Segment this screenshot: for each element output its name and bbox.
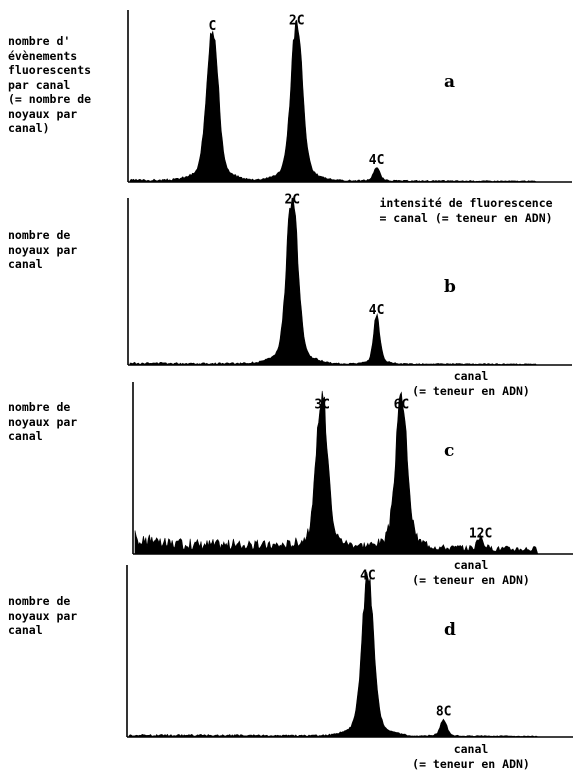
- histogram-area: [129, 197, 538, 366]
- peak-label: 4C: [369, 153, 385, 168]
- panel-c-x-label: canal (= teneur en ADN): [412, 558, 530, 587]
- panel-d-letter: d: [444, 620, 456, 640]
- peak-label: 8C: [436, 705, 452, 720]
- panel-a-letter: a: [444, 72, 456, 92]
- peak-label: 12C: [469, 527, 492, 542]
- panel-b-letter: b: [444, 277, 456, 297]
- histogram-area: [128, 571, 538, 738]
- histogram-area: [129, 19, 538, 183]
- panel-b-x-label: canal (= teneur en ADN): [412, 369, 530, 398]
- panel-a-x-label: intensité de fluorescence = canal (= ten…: [379, 196, 553, 225]
- peak-label: 2C: [284, 193, 300, 208]
- panel-d-x-label: canal (= teneur en ADN): [412, 742, 530, 771]
- histogram-area: [134, 390, 539, 555]
- panel-c-y-label: nombre de noyaux par canal: [8, 400, 78, 443]
- peak-label: C: [208, 19, 216, 34]
- panel-c-letter: c: [444, 441, 455, 461]
- panel-b-y-label: nombre de noyaux par canal: [8, 228, 78, 271]
- peak-label: 3C: [314, 398, 330, 413]
- peak-label: 2C: [289, 14, 305, 29]
- peak-label: 4C: [369, 303, 385, 318]
- peak-label: 4C: [360, 569, 376, 584]
- panel-a-y-label: nombre d' évènements fluorescents par ca…: [8, 34, 92, 135]
- panel-d-y-label: nombre de noyaux par canal: [8, 594, 78, 637]
- peak-label: 6C: [394, 398, 410, 413]
